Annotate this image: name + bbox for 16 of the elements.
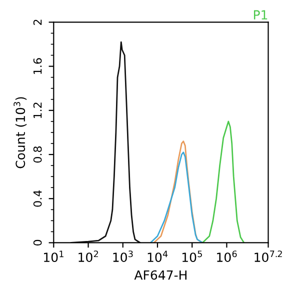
x-axis-title: AF647-H [134,270,186,280]
y-axis-title: Count (10$^{3}$) [14,97,27,168]
y-tick-label: 1.2 [33,102,42,118]
y-tick-label: 2 [33,20,42,25]
x-tick-label: 10$^{4}$ [148,250,168,262]
y-tick-label: 0 [33,240,42,246]
x-tick-label: 10$^{3}$ [113,250,133,262]
y-tick-label: 0.4 [33,190,42,207]
x-tick-label: 10$^{7.2}$ [254,250,282,262]
y-tick-label: 1.6 [33,58,42,74]
y-tick-label: 0.8 [33,146,42,163]
chart-title: P1 [254,10,268,20]
x-tick-label: 10$^{5}$ [182,250,202,262]
x-tick-label: 10$^{2}$ [78,250,98,262]
x-tick-label: 10$^{6}$ [217,250,237,262]
x-tick-label: 10$^{1}$ [44,250,64,262]
